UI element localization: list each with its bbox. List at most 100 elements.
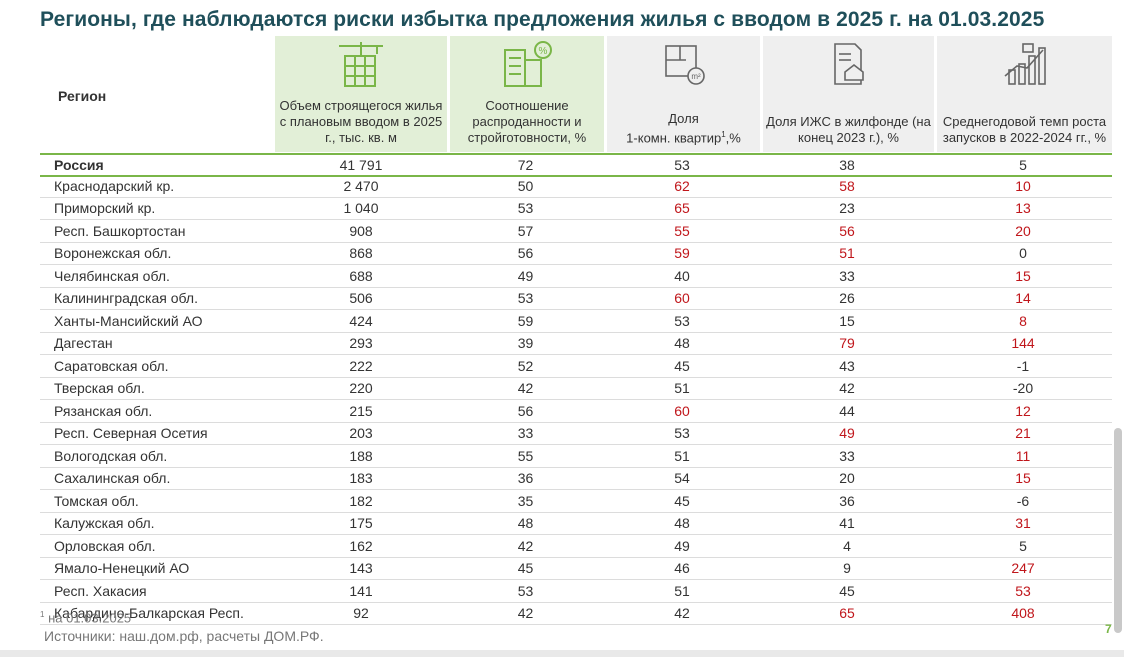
column-header-sales-ratio: % Соотношение распроданности и стройгото… [450, 36, 604, 152]
svg-text:%: % [539, 46, 548, 57]
izhs-share-cell: 45 [760, 579, 934, 603]
one-room-share-cell: 40 [604, 264, 760, 288]
izhs-share-cell: 58 [760, 175, 934, 198]
sales-ratio-cell: 55 [447, 444, 604, 468]
izhs-share-cell: 44 [760, 399, 934, 423]
izhs-share-cell: 42 [760, 377, 934, 400]
volume-cell: 41 791 [339, 157, 383, 173]
one-room-share-cell: 45 [604, 489, 760, 513]
region-name-cell: Ямало-Ненецкий АО [40, 557, 275, 580]
growth-rate-cell: 0 [934, 242, 1112, 265]
izhs-share-cell: 65 [760, 602, 934, 625]
sales-ratio-cell: 57 [447, 219, 604, 243]
izhs-share-cell: 15 [760, 309, 934, 333]
growth-rate-cell: 31 [934, 512, 1112, 535]
volume-cell: 293 [275, 332, 447, 355]
izhs-share-cell: 33 [760, 444, 934, 468]
sales-ratio-cell: 53 [447, 197, 604, 220]
growth-rate-cell: 15 [934, 264, 1112, 288]
region-name-cell: Сахалинская обл. [40, 467, 275, 490]
table-row: Вологодская обл. 188 55 51 33 11 [40, 444, 1112, 468]
one-room-share-cell: 62 [604, 175, 760, 198]
one-room-label-suffix: ,% [725, 130, 741, 145]
region-name-cell: Томская обл. [40, 489, 275, 513]
table-row: Ханты-Мансийский АО 424 59 53 15 8 [40, 309, 1112, 333]
volume-cell: 162 [275, 534, 447, 558]
volume-cell: 182 [275, 489, 447, 513]
sales-ratio-cell: 56 [447, 399, 604, 423]
one-room-share-cell: 49 [604, 534, 760, 558]
growth-rate-cell: 14 [934, 287, 1112, 310]
footnote-text: на 01.03.2025 [44, 610, 132, 626]
growth-rate-cell: 8 [934, 309, 1112, 333]
volume-cell: 2 470 [275, 175, 447, 198]
volume-cell: 175 [275, 512, 447, 535]
table-row: Орловская обл. 162 42 49 4 5 [40, 534, 1112, 558]
region-name-cell: Тверская обл. [40, 377, 275, 400]
growth-rate-cell: 12 [934, 399, 1112, 423]
column-header-volume: Объем строящегося жилья с плановым вводо… [275, 36, 447, 152]
footnote-sup: 1 [40, 610, 45, 619]
volume-cell: 424 [275, 309, 447, 333]
volume-cell: 1 040 [275, 197, 447, 220]
region-name-cell: Россия [54, 157, 104, 173]
izhs-share-cell: 49 [760, 422, 934, 445]
table-row: Россия 41 791 72 53 38 5 [40, 155, 1112, 175]
region-name-cell: Респ. Башкортостан [40, 219, 275, 243]
region-name-cell: Респ. Северная Осетия [40, 422, 275, 445]
one-room-share-cell: 42 [604, 602, 760, 625]
table-row: Воронежская обл. 868 56 59 51 0 [40, 242, 1112, 265]
footnote: 1 на 01.03.2025 [40, 610, 131, 625]
one-room-share-cell: 46 [604, 557, 760, 580]
growth-rate-cell: 5 [934, 534, 1112, 558]
region-name-cell: Воронежская обл. [40, 242, 275, 265]
growth-rate-cell: 13 [934, 197, 1112, 220]
one-room-share-cell: 54 [604, 467, 760, 490]
sales-ratio-cell: 42 [447, 377, 604, 400]
sales-ratio-cell: 48 [447, 512, 604, 535]
one-room-share-cell: 45 [604, 354, 760, 378]
sales-ratio-cell: 35 [447, 489, 604, 513]
izhs-share-cell: 33 [760, 264, 934, 288]
sales-ratio-cell: 49 [447, 264, 604, 288]
table-row: Калужская обл. 175 48 48 41 31 [40, 512, 1112, 535]
one-room-share-cell: 55 [604, 219, 760, 243]
region-name-cell: Орловская обл. [40, 534, 275, 558]
one-room-share-cell: 60 [604, 399, 760, 423]
column-header-one-room-label: Доля 1-комн. квартир1,% [609, 111, 758, 146]
sales-ratio-cell: 42 [447, 602, 604, 625]
izhs-share-cell: 41 [760, 512, 934, 535]
sales-ratio-cell: 45 [447, 557, 604, 580]
sales-ratio-cell: 50 [447, 175, 604, 198]
volume-cell: 908 [275, 219, 447, 243]
region-name-cell: Дагестан [40, 332, 275, 355]
sales-ratio-cell: 42 [447, 534, 604, 558]
volume-cell: 222 [275, 354, 447, 378]
table-row: Респ. Башкортостан 908 57 55 56 20 [40, 219, 1112, 243]
volume-cell: 220 [275, 377, 447, 400]
region-name-cell: Ханты-Мансийский АО [40, 309, 275, 333]
volume-cell: 203 [275, 422, 447, 445]
floorplan-m2-icon: m² [656, 40, 712, 92]
izhs-share-cell: 20 [760, 467, 934, 490]
table-row: Томская обл. 182 35 45 36 -6 [40, 489, 1112, 513]
table-row: Ямало-Ненецкий АО 143 45 46 9 247 [40, 557, 1112, 580]
one-room-share-cell: 51 [604, 444, 760, 468]
table-row: Саратовская обл. 222 52 45 43 -1 [40, 354, 1112, 378]
izhs-share-cell: 79 [760, 332, 934, 355]
table-row: Калининградская обл. 506 53 60 26 14 [40, 287, 1112, 310]
growth-rate-cell: -1 [934, 354, 1112, 378]
table-row: Кабардино-Балкарская Респ. 92 42 42 65 408 [40, 602, 1112, 625]
growth-rate-cell: 11 [934, 444, 1112, 468]
page-title: Регионы, где наблюдаются риски избытка п… [40, 8, 1045, 31]
regions-table: Россия 41 791 72 53 38 5 Краснодарский кр. 2 47… [40, 155, 1112, 625]
izhs-share-cell: 26 [760, 287, 934, 310]
one-room-share-cell: 53 [674, 157, 690, 173]
sales-ratio-cell: 39 [447, 332, 604, 355]
header-divider [40, 153, 1112, 155]
growth-rate-cell: -20 [934, 377, 1112, 400]
scrollbar[interactable] [1114, 428, 1122, 633]
izhs-share-cell: 4 [760, 534, 934, 558]
izhs-share-cell: 23 [760, 197, 934, 220]
region-name-cell: Респ. Хакасия [40, 579, 275, 603]
